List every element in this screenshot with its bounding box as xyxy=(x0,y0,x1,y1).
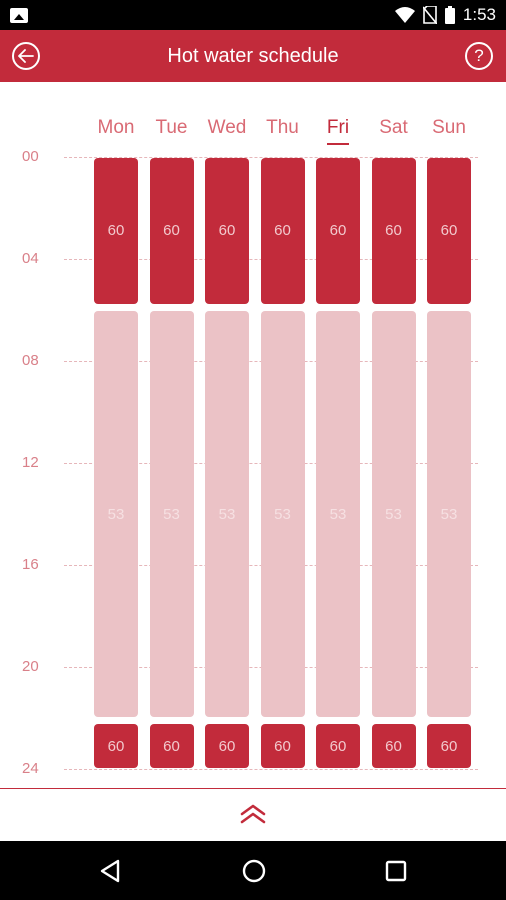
gallery-icon xyxy=(10,8,28,23)
schedule-block-sat-2[interactable]: 60 xyxy=(371,724,416,768)
hour-label-08: 08 xyxy=(22,352,39,369)
hour-label-00: 00 xyxy=(22,148,39,165)
hour-label-20: 20 xyxy=(22,658,39,675)
temperature-label: 60 xyxy=(107,222,125,240)
temperature-label: 53 xyxy=(107,505,125,523)
temperature-label: 53 xyxy=(218,505,236,523)
day-tab-mon[interactable]: Mon xyxy=(97,117,135,138)
schedule-block-wed-2[interactable]: 60 xyxy=(205,724,249,768)
system-nav-bar xyxy=(0,841,506,900)
day-tab-tue[interactable]: Tue xyxy=(155,117,188,138)
temperature-label: 60 xyxy=(107,737,125,755)
schedule-block-mon-0[interactable]: 60 xyxy=(94,158,138,304)
hour-label-04: 04 xyxy=(22,250,39,267)
hour-label-12: 12 xyxy=(22,454,39,471)
page-title: Hot water schedule xyxy=(167,45,339,67)
schedule-block-thu-2[interactable]: 60 xyxy=(260,724,305,768)
temperature-label: 60 xyxy=(329,737,347,755)
double-chevron-up-icon xyxy=(240,804,266,824)
battery-icon xyxy=(444,6,455,24)
temperature-label: 53 xyxy=(440,505,458,523)
schedule-grid: 00 04 08 12 16 20 24 Mon 60 53 60 Tue 60 53 60 Wed 60 53 6… xyxy=(0,82,506,788)
schedule-block-sat-1[interactable]: 53 xyxy=(371,311,416,717)
status-time: 1:53 xyxy=(462,5,496,24)
schedule-block-tue-2[interactable]: 60 xyxy=(149,724,194,768)
day-tab-thu[interactable]: Thu xyxy=(266,117,299,138)
schedule-block-wed-1[interactable]: 53 xyxy=(205,311,249,717)
wifi-icon xyxy=(394,7,415,23)
arrow-left-icon xyxy=(18,49,34,63)
bottom-panel xyxy=(0,788,506,841)
help-icon: ? xyxy=(474,46,484,65)
day-tab-wed[interactable]: Wed xyxy=(207,117,247,138)
app-bar: Hot water schedule ? xyxy=(0,30,506,82)
schedule-block-sun-0[interactable]: 60 xyxy=(427,158,471,304)
schedule-block-mon-1[interactable]: 53 xyxy=(94,311,138,717)
schedule-block-tue-0[interactable]: 60 xyxy=(149,158,194,304)
help-button[interactable]: ? xyxy=(465,42,493,70)
back-triangle-icon xyxy=(100,859,120,883)
temperature-label: 53 xyxy=(274,505,291,523)
schedule-block-tue-1[interactable]: 53 xyxy=(149,311,194,717)
schedule-block-fri-2[interactable]: 60 xyxy=(316,724,360,768)
recents-square-icon xyxy=(385,860,407,882)
hour-label-16: 16 xyxy=(22,556,39,573)
temperature-label: 60 xyxy=(163,222,180,240)
schedule-block-sun-1[interactable]: 53 xyxy=(427,311,471,717)
schedule-block-fri-1[interactable]: 53 xyxy=(316,311,360,717)
temperature-label: 60 xyxy=(218,222,236,240)
grid-line xyxy=(64,769,478,770)
schedule-block-thu-1[interactable]: 53 xyxy=(260,311,305,717)
temperature-label: 60 xyxy=(440,737,458,755)
temperature-label: 60 xyxy=(385,222,402,240)
schedule-block-sat-0[interactable]: 60 xyxy=(371,158,416,304)
no-sim-icon xyxy=(422,6,437,24)
day-tab-fri[interactable]: Fri xyxy=(310,116,366,145)
temperature-label: 53 xyxy=(163,505,180,523)
day-tab-sat[interactable]: Sat xyxy=(379,117,408,138)
hour-label-24: 24 xyxy=(22,760,39,777)
status-bar: 1:53 xyxy=(0,0,506,30)
temperature-label: 53 xyxy=(385,505,402,523)
schedule-block-fri-0[interactable]: 60 xyxy=(316,158,360,304)
nav-recents-button[interactable] xyxy=(381,856,411,886)
temperature-label: 60 xyxy=(163,737,180,755)
temperature-label: 60 xyxy=(329,222,347,240)
nav-back-button[interactable] xyxy=(96,856,126,886)
schedule-block-thu-0[interactable]: 60 xyxy=(260,158,305,304)
schedule-block-sun-2[interactable]: 60 xyxy=(427,724,471,768)
grid-line xyxy=(64,157,478,158)
schedule-block-mon-2[interactable]: 60 xyxy=(94,724,138,768)
temperature-label: 60 xyxy=(440,222,458,240)
temperature-label: 60 xyxy=(218,737,236,755)
day-tab-sun[interactable]: Sun xyxy=(432,117,466,138)
back-button[interactable] xyxy=(12,42,40,70)
schedule-block-wed-0[interactable]: 60 xyxy=(205,158,249,304)
temperature-label: 60 xyxy=(274,222,291,240)
temperature-label: 60 xyxy=(385,737,402,755)
temperature-label: 60 xyxy=(274,737,291,755)
temperature-label: 53 xyxy=(329,505,347,523)
expand-button[interactable] xyxy=(237,801,269,829)
status-icons: 1:53 xyxy=(394,0,496,30)
nav-home-button[interactable] xyxy=(239,856,269,886)
home-circle-icon xyxy=(242,859,266,883)
